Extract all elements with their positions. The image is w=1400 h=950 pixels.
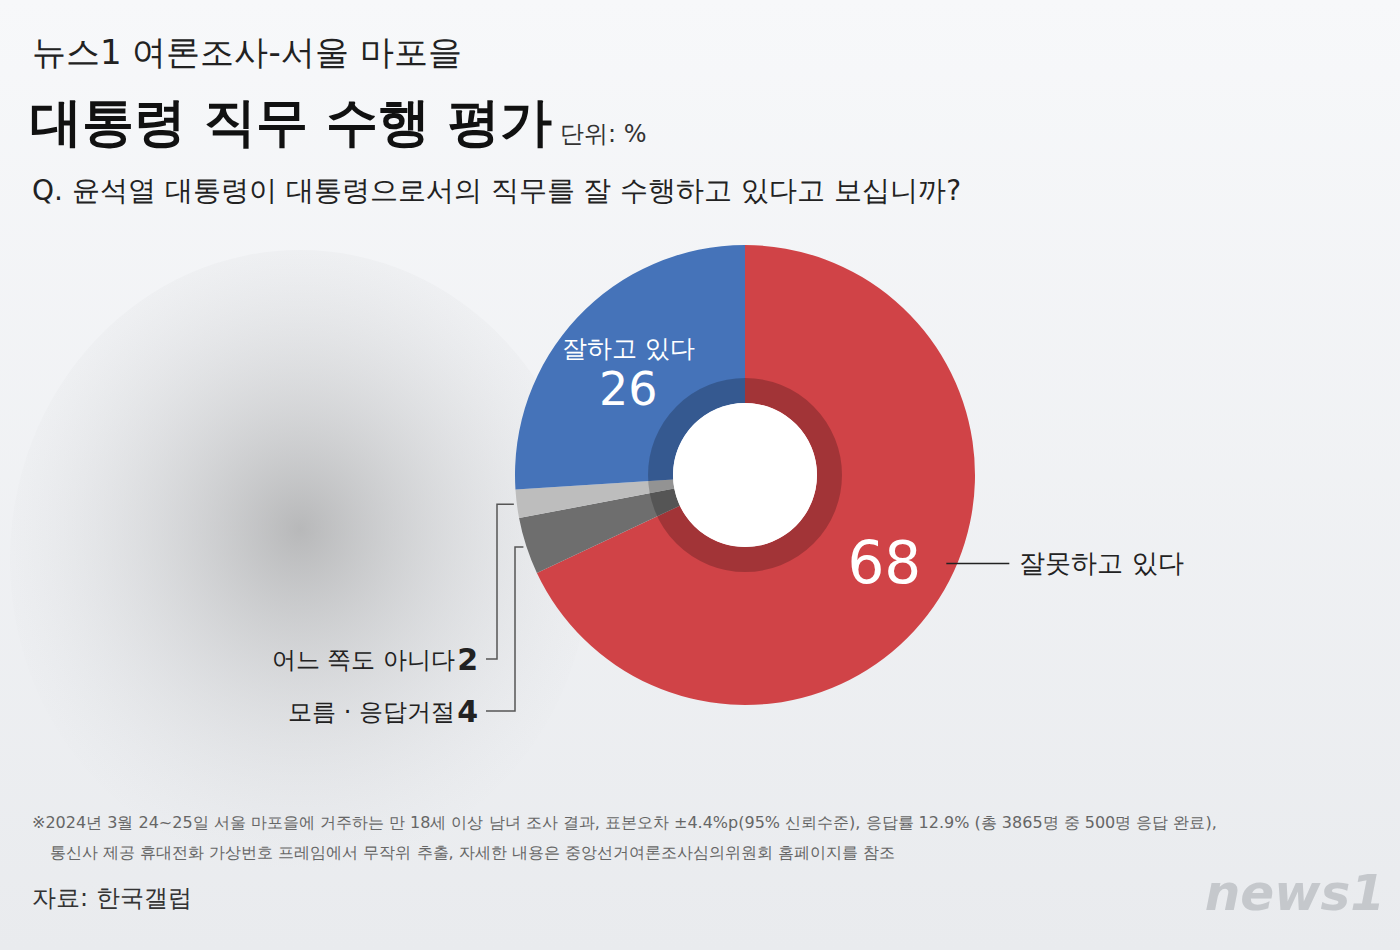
data-label: 4: [457, 694, 478, 729]
data-label: 2: [457, 642, 478, 677]
note: 통신사 제공 휴대전화 가상번호 프레임에서 무작위 추출, 자세한 내용은 중…: [50, 843, 895, 862]
leader-line: [486, 504, 514, 659]
donut-hole: [673, 403, 817, 547]
photo-backdrop: [10, 250, 590, 870]
question: Q. 윤석열 대통령이 대통령으로서의 직무를 잘 수행하고 있다고 보십니까?: [32, 174, 961, 207]
chart: 뉴스1 여론조사-서울 마포을대통령 직무 수행 평가 단위: % Q. 윤석열 대…: [0, 0, 1400, 950]
slices: [515, 245, 975, 705]
title: 대통령 직무 수행 평가: [30, 92, 552, 152]
leader-line: [486, 547, 523, 711]
inner-ring: [661, 391, 830, 560]
leader-line: [946, 563, 1009, 565]
category-label: 어느 쪽도 아니다: [272, 646, 455, 674]
category-label: 잘못하고 있다: [1019, 548, 1183, 578]
labels: 68 잘못하고 있다 잘하고 있다26 2어느 쪽도 아니다4모름 · 응답거절: [272, 334, 1184, 729]
category-label: 잘하고 있다: [562, 334, 695, 363]
unit: 단위: %: [560, 120, 647, 148]
supertitle: 뉴스1 여론조사-서울 마포을: [32, 32, 462, 72]
category-label: 모름 · 응답거절: [288, 698, 455, 726]
source: 자료: 한국갤럽: [32, 884, 192, 912]
logo: news1: [1205, 864, 1385, 922]
note: ※2024년 3월 24~25일 서울 마포을에 거주하는 만 18세 이상 남…: [32, 813, 1217, 832]
data-label: 68: [847, 529, 921, 597]
background: [0, 0, 1400, 950]
data-label: 26: [599, 362, 658, 416]
